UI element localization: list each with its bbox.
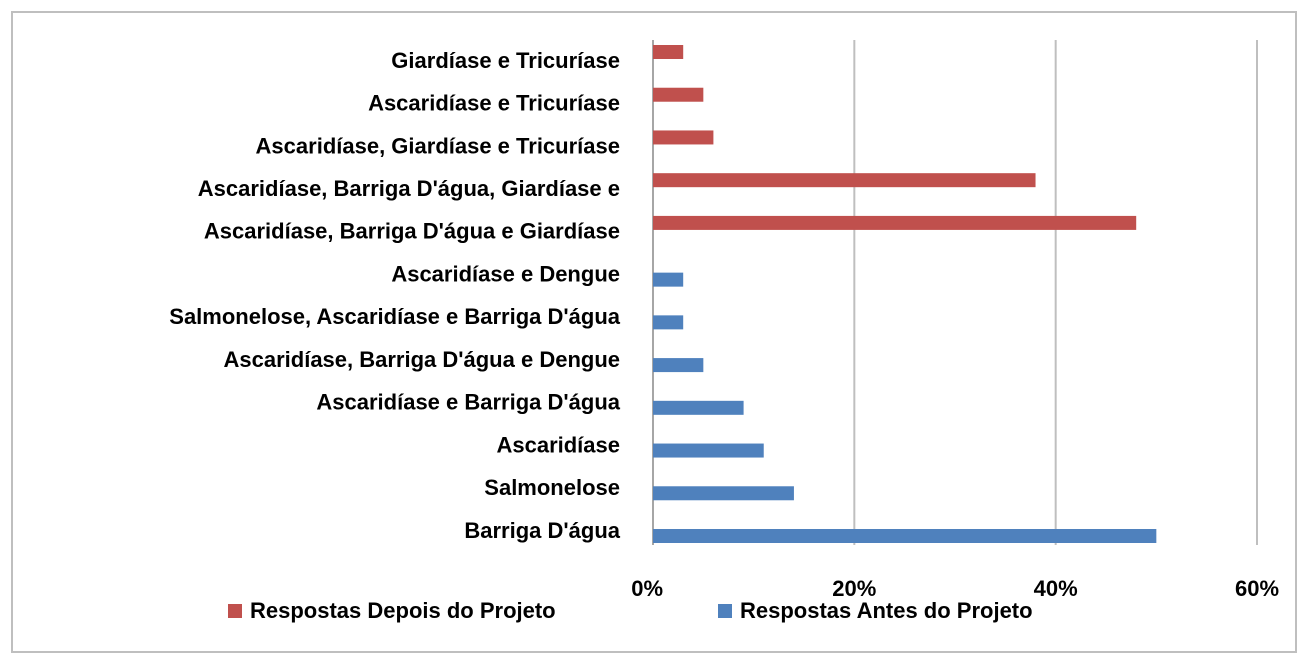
legend-swatch	[718, 604, 732, 618]
y-tick-label: Ascaridíase, Barriga D'água e Giardíase	[204, 219, 620, 244]
bar	[653, 443, 764, 458]
y-tick-label: Giardíase e Tricuríase	[391, 48, 620, 73]
x-tick-label: 20%	[832, 576, 876, 601]
bar	[653, 173, 1036, 188]
legend-label: Respostas Depois do Projeto	[250, 598, 556, 623]
y-tick-label: Salmonelose, Ascaridíase e Barriga D'águ…	[169, 304, 620, 329]
y-tick-label: Ascaridíase e Tricuríase	[368, 91, 620, 116]
bar	[653, 486, 794, 501]
bar	[653, 272, 684, 287]
bar	[653, 130, 714, 145]
y-tick-label: Ascaridíase, Giardíase e Tricuríase	[256, 133, 620, 158]
bar	[653, 358, 704, 373]
legend-swatch	[228, 604, 242, 618]
x-tick-label: 60%	[1235, 576, 1279, 601]
legend-label: Respostas Antes do Projeto	[740, 598, 1033, 623]
y-tick-label: Ascaridíase, Barriga D'água, Giardíase e	[198, 176, 620, 201]
x-tick-label: 40%	[1034, 576, 1078, 601]
y-tick-label: Ascaridíase, Barriga D'água e Dengue	[224, 347, 621, 372]
y-tick-label: Ascaridíase	[496, 432, 620, 457]
bar	[653, 315, 684, 330]
bar	[653, 400, 744, 415]
y-tick-label: Salmonelose	[484, 475, 620, 500]
bar	[653, 87, 704, 102]
y-tick-label: Ascaridíase e Barriga D'água	[316, 390, 620, 415]
x-tick-label: 0%	[631, 576, 663, 601]
bar	[653, 215, 1137, 230]
y-tick-label: Barriga D'água	[464, 518, 620, 543]
bar	[653, 45, 684, 59]
y-tick-label: Ascaridíase e Dengue	[391, 261, 620, 286]
bar	[653, 529, 1157, 543]
